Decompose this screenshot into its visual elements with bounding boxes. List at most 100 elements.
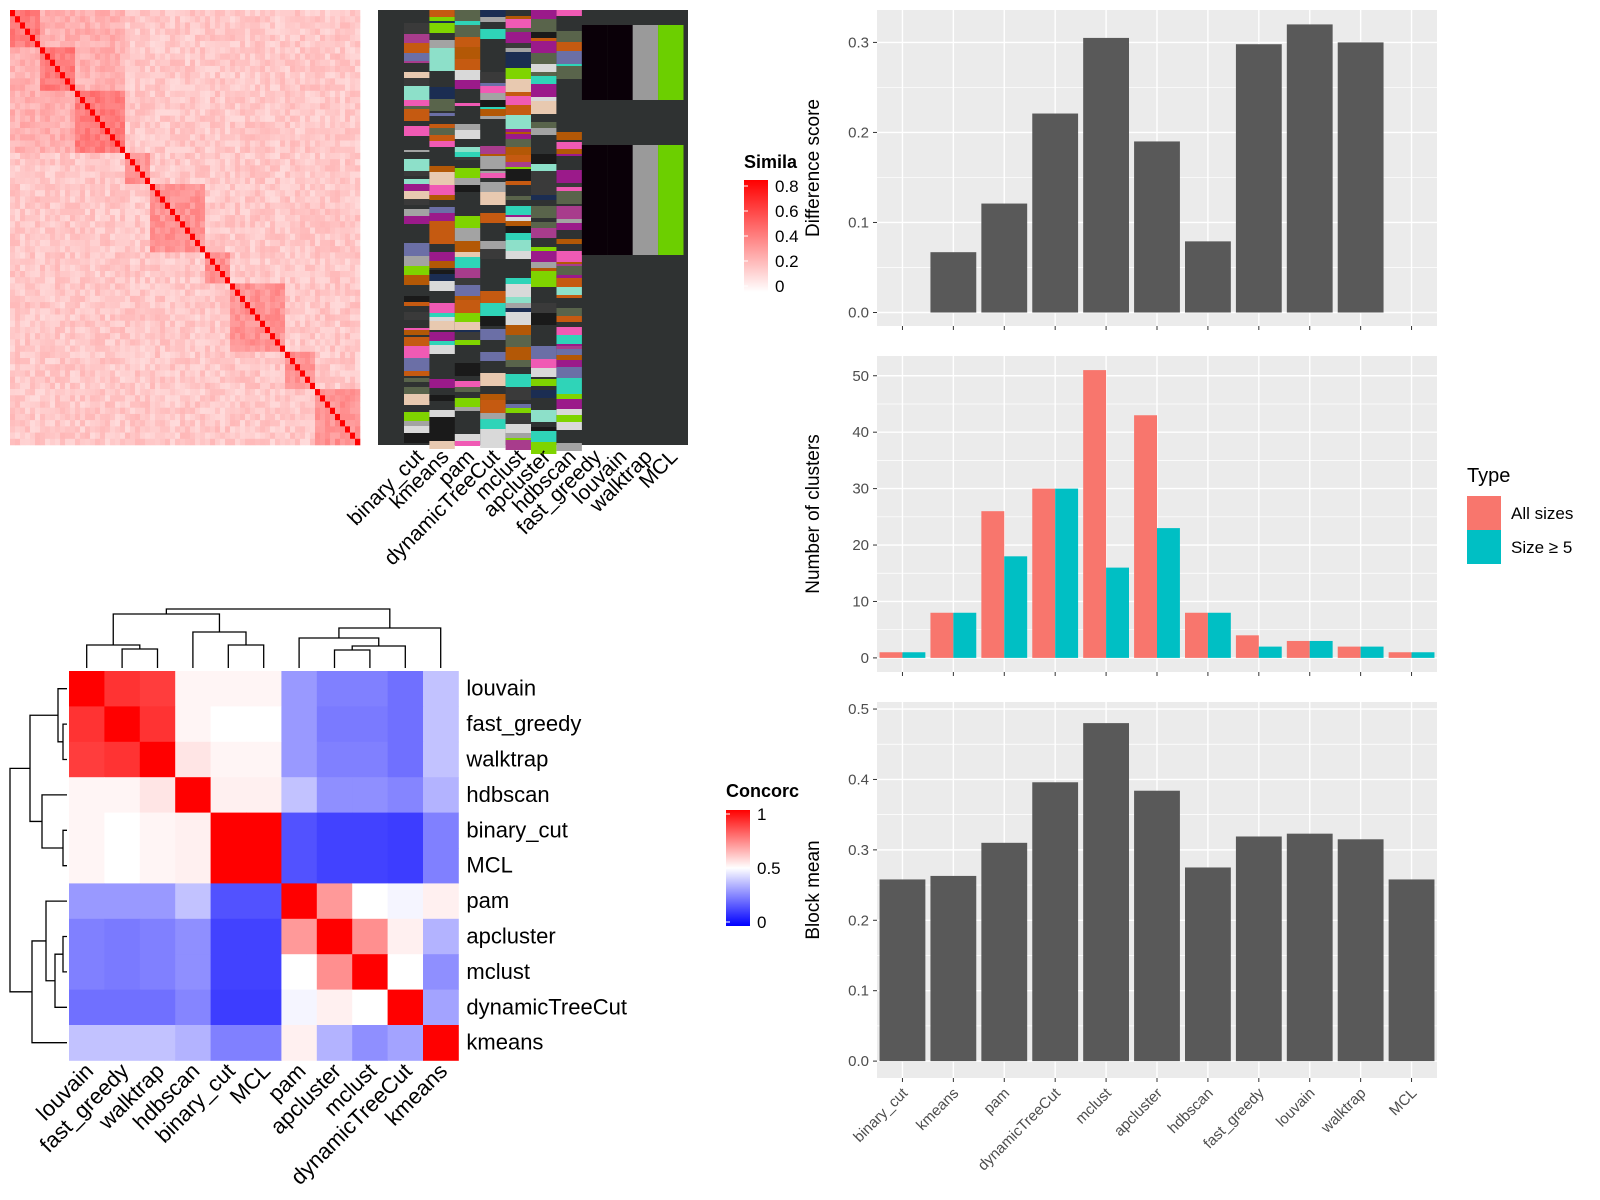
similarity-cell [120,370,126,377]
annotation-stripe [404,179,430,184]
similarity-cell [140,34,146,42]
similarity-cell [215,333,221,340]
similarity-cell [115,432,121,440]
similarity-cell [145,413,151,421]
similarity-cell [125,252,131,259]
similarity-cell [40,159,46,166]
similarity-cell [315,146,321,154]
similarity-cell [125,65,131,73]
similarity-cell [80,159,86,166]
similarity-cell [195,289,201,297]
similarity-cell [275,10,281,17]
similarity-cell [180,376,186,384]
similarity-cell [135,215,141,222]
similarity-cell [305,115,311,123]
similarity-cell [190,432,196,440]
similarity-cell [140,140,146,148]
similarity-cell [150,426,156,433]
similarity-cell [195,47,201,54]
similarity-cell [350,78,356,85]
similarity-cell [265,370,271,377]
annotation-stripe [454,124,481,130]
annotation-stripe [429,232,455,244]
similarity-cell [100,59,106,67]
similarity-cell [50,258,56,266]
similarity-cell [75,339,81,346]
similarity-cell [20,16,26,23]
similarity-cell [300,420,306,427]
similarity-cell [35,121,41,129]
similarity-cell [215,134,221,141]
similarity-cell [105,239,111,247]
similarity-cell [230,65,236,73]
similarity-cell [255,196,261,203]
similarity-cell [235,302,241,309]
similarity-cell [65,407,71,415]
similarity-cell [45,389,51,396]
similarity-cell [310,295,316,303]
similarity-cell [20,184,26,191]
similarity-cell [320,159,326,166]
similarity-cell [230,320,236,328]
similarity-cell [335,295,341,303]
similarity-cell [195,215,201,222]
similarity-cell [45,72,51,79]
similarity-cell [75,202,81,210]
similarity-cell [10,420,16,427]
similarity-cell [170,258,176,266]
similarity-cell [90,233,96,241]
similarity-cell [70,152,76,160]
similarity-cell [185,370,191,377]
similarity-cell [180,227,186,235]
similarity-cell [330,28,336,36]
similarity-cell [45,438,51,446]
similarity-cell [100,128,106,135]
similarity-cell [50,314,56,322]
similarity-cell [115,202,121,210]
similarity-cell [210,426,216,433]
similarity-cell [330,308,336,315]
similarity-cell [70,190,76,197]
similarity-cell [165,53,171,61]
similarity-cell [225,177,231,185]
similarity-cell [125,28,131,36]
similarity-cell [120,47,126,54]
similarity-cell [320,308,326,315]
similarity-cell [25,426,31,433]
similarity-cell [215,208,221,216]
similarity-cell [295,283,301,290]
similarity-cell [280,382,286,390]
similarity-cell [195,239,201,247]
similarity-cell [190,159,196,166]
similarity-cell [30,376,36,384]
similarity-cell [315,258,321,266]
similarity-cell [50,401,56,409]
similarity-cell [205,41,211,48]
similarity-cell [155,10,161,17]
similarity-cell [180,184,186,191]
similarity-cell [115,426,121,433]
similarity-cell [225,420,231,427]
similarity-cell [65,184,71,191]
similarity-cell [145,258,151,266]
similarity-cell [75,121,81,129]
similarity-cell [145,41,151,48]
similarity-cell [225,246,231,253]
similarity-cell [60,208,66,216]
similarity-cell [205,146,211,154]
similarity-cell [10,308,16,315]
similarity-cell [190,382,196,390]
similarity-cell [350,140,356,148]
similarity-cell [120,438,126,446]
similarity-cell [320,227,326,235]
similarity-cell [155,302,161,309]
similarity-cell [280,171,286,179]
similarity-cell [140,202,146,210]
similarity-cell [135,364,141,371]
annotation-stripe [429,274,455,281]
similarity-cell [345,78,351,85]
similarity-cell [50,382,56,390]
similarity-cell [245,34,251,42]
similarity-cell [35,382,41,390]
similarity-cell [300,28,306,36]
